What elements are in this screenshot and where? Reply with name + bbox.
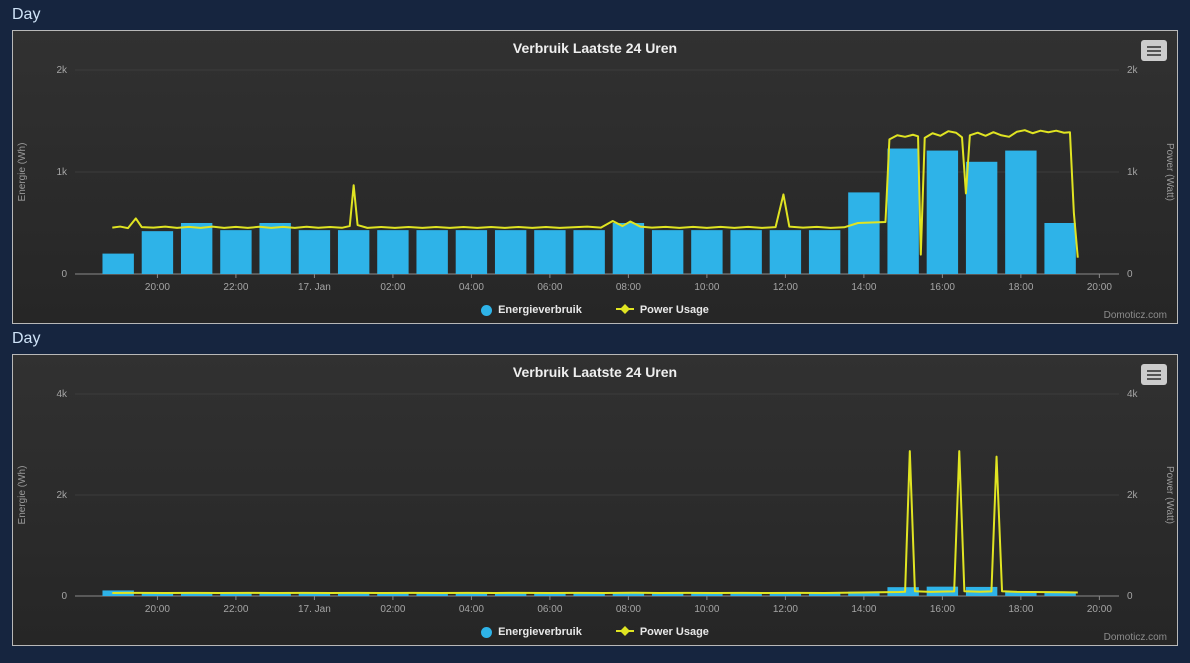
svg-text:08:00: 08:00 [616,604,641,615]
legend-item-power-usage[interactable]: Power Usage [615,625,709,639]
chart-plot: 0 0 1k 1k 2k 2k 20:00 22:00 17. Jan 02:00 04:00 06:… [17,65,1175,293]
svg-text:12:00: 12:00 [773,282,798,293]
svg-text:14:00: 14:00 [851,604,876,615]
svg-text:17. Jan: 17. Jan [298,604,331,615]
svg-text:02:00: 02:00 [380,282,405,293]
day-panel-bottom: Day Verbruik Laatste 24 Uren 0 0 2k 2k 4k 4k 2… [0,324,1190,646]
legend-item-energieverbruik[interactable]: Energieverbruik [481,626,582,638]
power-series-marker-icon [615,303,634,317]
chart-title: Verbruik Laatste 24 Uren [512,40,678,56]
day-panel-top: Day Verbruik Laatste 24 Uren 0 0 1k 1k 2k 2k 2… [0,0,1190,324]
legend-label-power-usage: Power Usage [639,304,709,316]
svg-text:14:00: 14:00 [851,282,876,293]
panel-header-bottom: Day [0,324,1190,354]
svg-text:Power (Watt): Power (Watt) [1164,143,1175,201]
svg-text:2k: 2k [1127,65,1139,76]
energy-series-marker-icon [481,626,493,638]
svg-text:17. Jan: 17. Jan [298,282,331,293]
svg-text:18:00: 18:00 [1008,282,1033,293]
svg-text:22:00: 22:00 [223,282,248,293]
svg-text:04:00: 04:00 [459,282,484,293]
power-series-marker-icon [615,625,634,639]
svg-text:20:00: 20:00 [145,604,170,615]
svg-text:2k: 2k [56,490,68,501]
svg-text:2k: 2k [56,65,68,76]
panel-header-label: Day [12,330,41,347]
hamburger-icon [1147,369,1161,380]
svg-text:Power (Watt): Power (Watt) [1164,466,1175,524]
svg-text:10:00: 10:00 [694,604,719,615]
svg-text:0: 0 [61,591,67,602]
chart-legend: Energieverbruik Power Usage [13,620,1177,644]
energy-series-marker-icon [481,304,493,316]
svg-text:4k: 4k [1127,389,1139,400]
svg-text:18:00: 18:00 [1008,604,1033,615]
svg-text:06:00: 06:00 [537,604,562,615]
chart-context-menu-button[interactable] [1141,40,1167,61]
legend-item-energieverbruik[interactable]: Energieverbruik [481,304,582,316]
svg-text:1k: 1k [1127,167,1139,178]
svg-text:Energie (Wh): Energie (Wh) [17,143,28,202]
chart-context-menu-button[interactable] [1141,364,1167,385]
svg-text:20:00: 20:00 [145,282,170,293]
svg-text:12:00: 12:00 [773,604,798,615]
panel-header-label: Day [12,6,41,23]
chart-card-top: Verbruik Laatste 24 Uren 0 0 1k 1k 2k 2k 20:00… [12,30,1178,324]
svg-text:0: 0 [1127,269,1133,280]
legend-label-energieverbruik: Energieverbruik [498,626,582,638]
chart-plot: 0 0 2k 2k 4k 4k 20:00 22:00 17. Jan 02:00 04:00 06:… [17,389,1175,615]
domoticz-watermark: Domoticz.com [1103,632,1167,643]
svg-text:2k: 2k [1127,490,1139,501]
svg-text:4k: 4k [56,389,68,400]
svg-text:06:00: 06:00 [537,282,562,293]
svg-text:0: 0 [61,269,67,280]
svg-text:20:00: 20:00 [1087,282,1112,293]
svg-text:0: 0 [1127,591,1133,602]
domoticz-watermark: Domoticz.com [1103,310,1167,321]
panel-header-top: Day [0,0,1190,30]
svg-text:Energie (Wh): Energie (Wh) [17,466,28,525]
svg-text:22:00: 22:00 [223,604,248,615]
svg-text:20:00: 20:00 [1087,604,1112,615]
svg-text:1k: 1k [56,167,68,178]
svg-text:16:00: 16:00 [930,604,955,615]
chart-card-bottom: Verbruik Laatste 24 Uren 0 0 2k 2k 4k 4k 20:00… [12,354,1178,646]
svg-text:02:00: 02:00 [380,604,405,615]
legend-label-power-usage: Power Usage [639,626,709,638]
svg-text:08:00: 08:00 [616,282,641,293]
chart-title: Verbruik Laatste 24 Uren [512,364,678,380]
chart-legend: Energieverbruik Power Usage [13,298,1177,322]
legend-item-power-usage[interactable]: Power Usage [615,303,709,317]
svg-text:04:00: 04:00 [459,604,484,615]
svg-text:16:00: 16:00 [930,282,955,293]
hamburger-icon [1147,45,1161,56]
legend-label-energieverbruik: Energieverbruik [498,304,582,316]
svg-text:10:00: 10:00 [694,282,719,293]
